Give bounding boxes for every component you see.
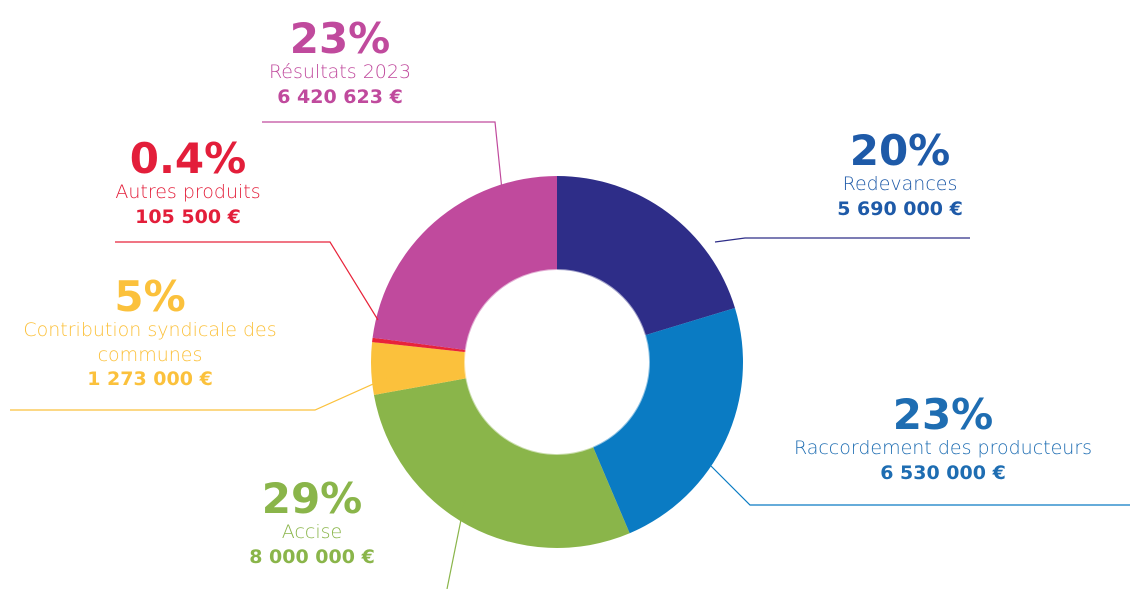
percent-label: 23% <box>289 14 391 63</box>
slice-label: 5% Contribution syndicale des communes 1 2… <box>15 276 285 392</box>
donut-slice <box>373 378 630 548</box>
slice-label: 29% Accise 8 000 000 € <box>212 478 412 569</box>
slice-label: 20% Redevances 5 690 000 € <box>800 130 1000 221</box>
leader-line <box>714 237 970 243</box>
category-label: Accise <box>281 521 343 543</box>
percent-label: 5% <box>114 272 186 321</box>
category-label: Contribution syndicale des communes <box>23 319 277 366</box>
donut-slice <box>372 176 557 350</box>
percent-label: 23% <box>892 390 994 439</box>
donut-slice <box>372 337 466 353</box>
leader-line <box>115 241 379 321</box>
value-label: 8 000 000 € <box>249 545 375 568</box>
inner-ring <box>464 269 650 455</box>
donut-slice <box>592 307 743 534</box>
slice-label: 23% Résultats 2023 6 420 623 € <box>240 18 440 109</box>
value-label: 6 420 623 € <box>277 85 403 108</box>
value-label: 105 500 € <box>135 205 241 228</box>
category-label: Redevances <box>842 173 958 195</box>
value-label: 6 530 000 € <box>880 461 1006 484</box>
slice-label: 0.4% Autres produits 105 500 € <box>88 138 288 229</box>
value-label: 1 273 000 € <box>87 368 213 391</box>
percent-label: 0.4% <box>129 134 247 183</box>
leader-line <box>704 459 1130 506</box>
category-label: Résultats 2023 <box>268 61 412 83</box>
leader-line <box>446 499 466 589</box>
percent-label: 20% <box>849 126 951 175</box>
slice-label: 23% Raccordement des producteurs 6 530 000… <box>743 394 1135 485</box>
percent-label: 29% <box>261 474 363 523</box>
category-label: Raccordement des producteurs <box>793 437 1093 459</box>
leader-line <box>10 371 401 411</box>
category-label: Autres produits <box>115 181 261 203</box>
value-label: 5 690 000 € <box>837 197 963 220</box>
donut-slice <box>557 176 735 336</box>
leader-line <box>262 121 504 201</box>
donut-slice <box>371 342 467 395</box>
